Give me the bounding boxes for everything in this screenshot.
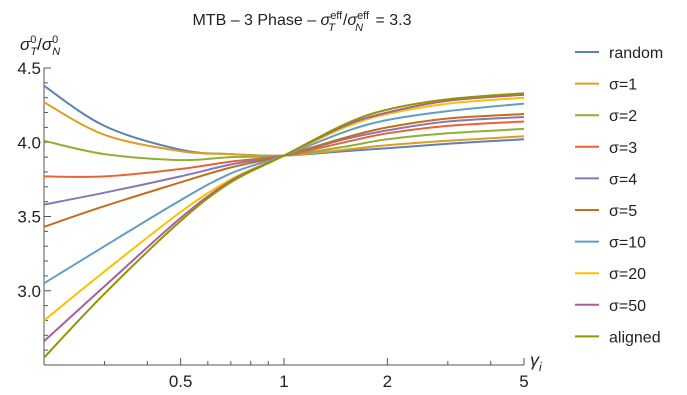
x-tick-label: 1 [279, 372, 288, 391]
chart-title-value: = 3.3 [371, 12, 412, 29]
x-tick-label: 5 [519, 372, 528, 391]
legend-label-3: σ=3 [609, 140, 637, 157]
legend-label-7: σ=20 [609, 266, 646, 283]
series-lines [43, 84, 525, 359]
legend-label-0: random [609, 45, 663, 62]
legend-label-1: σ=1 [609, 77, 637, 94]
axes: 3.0 3.5 4.0 4.5 0.5 1 2 5 [17, 59, 528, 391]
chart-title-prefix: MTB – 3 Phase – [192, 12, 320, 29]
x-tick-label: 2 [383, 372, 392, 391]
y-tick-label: 3.5 [17, 208, 41, 227]
legend-label-2: σ=2 [609, 108, 637, 125]
y-tick-label: 3.0 [17, 282, 41, 301]
y-tick-label: 4.5 [17, 59, 41, 78]
series-line-9 [43, 92, 525, 359]
x-tick-label: 0.5 [169, 372, 193, 391]
legend-label-5: σ=5 [609, 203, 637, 220]
legend: random σ=1 σ=2 σ=3 σ=4 σ=5 σ=10 σ=20 σ=50 aligned [575, 45, 663, 346]
x-axis-label: γi [530, 350, 542, 374]
y-tick-label: 4.0 [17, 133, 41, 152]
legend-label-8: σ=50 [609, 298, 646, 315]
legend-label-9: aligned [609, 329, 661, 346]
y-axis-label: σ0 T/σ0 N [20, 34, 60, 58]
legend-label-6: σ=10 [609, 235, 646, 252]
chart-title: MTB – 3 Phase – σeff T/σeff N = 3.3 [192, 10, 411, 34]
legend-label-4: σ=4 [609, 171, 637, 188]
